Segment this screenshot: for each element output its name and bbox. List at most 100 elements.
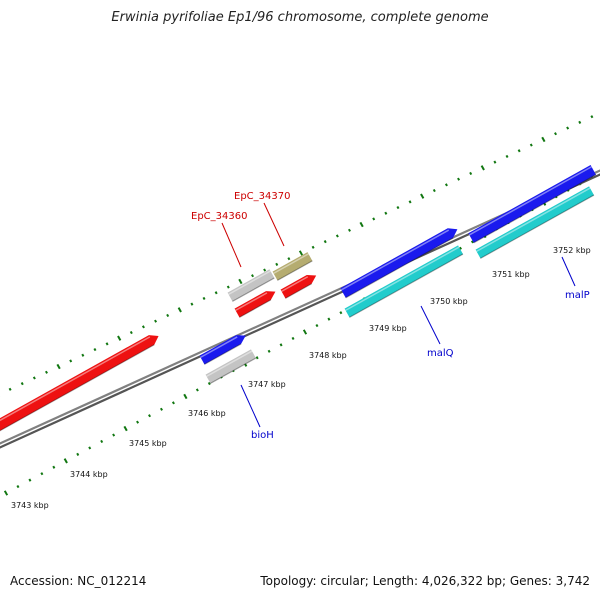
tick-mark — [190, 302, 194, 306]
kbp-label: 3752 kbp — [553, 246, 591, 255]
gene-gray-lower-body — [205, 349, 256, 384]
gene-leader-line — [240, 384, 261, 428]
gene-gray-upper-highlight — [228, 270, 271, 296]
tick-mark — [177, 307, 182, 313]
kbp-label: 3743 kbp — [11, 501, 49, 510]
tick-mark — [195, 388, 199, 392]
gene-malp-shadow — [480, 194, 595, 259]
tick-mark — [279, 343, 283, 347]
tick-mark — [93, 347, 97, 352]
tick-mark — [493, 160, 497, 164]
tick-mark — [166, 313, 170, 318]
tick-mark — [76, 452, 80, 456]
tick-mark — [517, 149, 521, 153]
genome-summary: Topology: circular; Length: 4,026,322 bp… — [260, 574, 590, 588]
tick-mark — [291, 336, 295, 341]
gene-gray-lower-highlight — [206, 350, 253, 378]
tick-mark — [541, 136, 546, 143]
tick-mark — [52, 465, 56, 469]
gene-bioh[interactable] — [199, 335, 246, 365]
gene-label-malp[interactable]: malP — [565, 290, 590, 301]
tick-mark — [554, 132, 558, 136]
gene-bioh-highlight — [200, 336, 238, 359]
gene-red-small[interactable] — [280, 275, 317, 299]
tick-mark — [287, 257, 291, 261]
tick-mark — [20, 382, 24, 386]
gene-red-large-highlight — [0, 336, 151, 422]
tick-mark — [396, 205, 400, 210]
tick-mark — [136, 420, 140, 424]
tick-mark — [159, 407, 163, 411]
tick-mark — [63, 458, 68, 464]
gene-gray-upper-body — [227, 269, 275, 302]
tick-mark — [505, 154, 509, 159]
tick-mark — [420, 193, 425, 199]
tick-mark — [335, 234, 339, 238]
gene-malq[interactable] — [344, 245, 464, 318]
gene-blue-right-highlight — [468, 166, 592, 236]
tick-mark — [469, 171, 473, 176]
tick-mark — [171, 401, 175, 405]
gene-red-large[interactable] — [0, 335, 159, 435]
tick-mark — [275, 262, 279, 266]
gene-malp-highlight — [476, 187, 591, 253]
gene-epc-34370-body — [272, 252, 313, 281]
gene-malp-body — [475, 186, 594, 259]
tick-mark — [302, 329, 308, 335]
gene-red-small-shadow — [285, 283, 312, 299]
gene-blue-long[interactable] — [340, 228, 458, 299]
gene-blue-right[interactable] — [468, 165, 597, 244]
gene-epc-34370-shadow — [277, 260, 313, 281]
gene-gray-lower[interactable] — [205, 349, 257, 384]
tick-mark — [298, 250, 304, 256]
gene-epc-34360-shadow — [239, 299, 272, 318]
gene-red-small-highlight — [281, 276, 309, 293]
tick-mark — [590, 115, 594, 119]
accession-label: Accession: NC_012214 — [10, 574, 147, 588]
tick-mark — [117, 335, 122, 341]
tick-mark — [40, 472, 44, 476]
gene-malp[interactable] — [475, 186, 595, 259]
tick-mark — [3, 490, 9, 496]
gene-label-epc-34370[interactable]: EpC_34370 — [234, 191, 290, 202]
gene-label-bioh[interactable]: bioH — [251, 430, 274, 441]
tick-mark — [408, 200, 412, 204]
gene-gray-upper[interactable] — [227, 269, 275, 302]
gene-red-small-body — [280, 275, 317, 299]
tick-mark — [457, 177, 461, 181]
gene-gray-upper-shadow — [232, 277, 275, 302]
tick-mark — [56, 363, 61, 370]
kbp-label: 3748 kbp — [309, 351, 347, 360]
tick-mark — [578, 120, 582, 124]
tick-mark — [81, 353, 85, 357]
tick-mark — [28, 478, 32, 482]
tick-mark — [123, 425, 128, 432]
gene-epc-34360[interactable] — [234, 291, 276, 318]
gene-blue-long-highlight — [340, 229, 450, 291]
gene-label-malq[interactable]: malQ — [427, 348, 454, 359]
gene-red-large-body — [0, 335, 159, 431]
gene-leader-line — [263, 202, 285, 247]
tick-mark — [480, 165, 485, 171]
tick-mark — [112, 433, 116, 437]
tick-mark — [470, 240, 474, 244]
tick-mark — [183, 393, 188, 400]
tick-mark — [32, 376, 36, 380]
tick-mark — [327, 317, 331, 321]
gene-leader-line — [221, 222, 242, 268]
gene-bioh-shadow — [204, 343, 242, 365]
tick-mark — [100, 439, 104, 444]
gene-epc-34370[interactable] — [272, 252, 313, 281]
tick-mark — [432, 188, 436, 193]
gene-blue-right-body — [468, 165, 596, 243]
gene-epc-34360-highlight — [235, 292, 268, 312]
tick-mark — [238, 278, 243, 285]
kbp-label: 3744 kbp — [70, 470, 108, 479]
gene-label-epc-34360[interactable]: EpC_34360 — [191, 211, 247, 222]
gene-blue-right-shadow — [473, 174, 597, 244]
tick-mark — [202, 296, 206, 301]
kbp-label: 3747 kbp — [248, 380, 286, 389]
gene-epc-34360-body — [234, 291, 276, 318]
